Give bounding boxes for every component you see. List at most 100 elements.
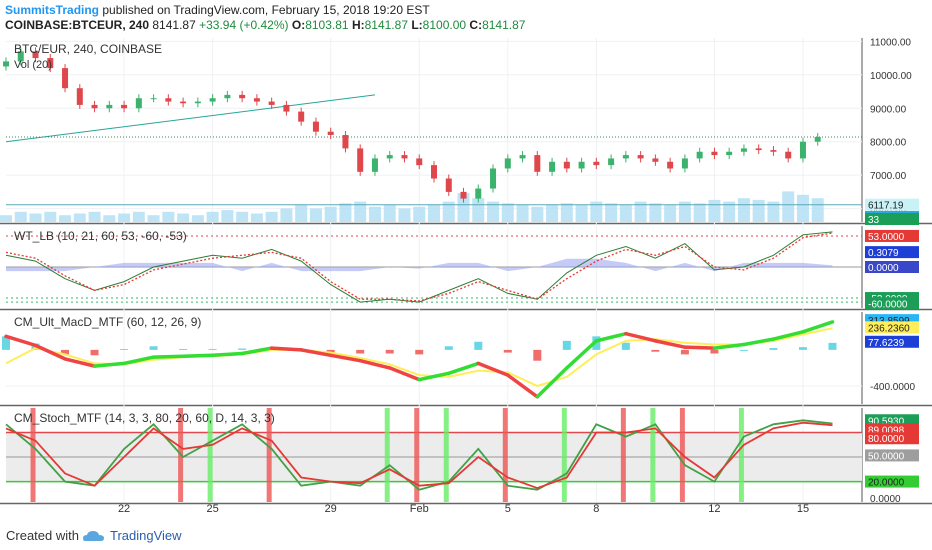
quote-line: COINBASE:BTCEUR, 240 8141.87 +33.94 (+0.… [5,18,525,32]
wt1-line [5,231,833,303]
macd-line-segment [151,354,185,359]
stoch-value-tag: 80.0000 [868,434,905,445]
candle [534,155,541,172]
wt-value-tag: -60.0000 [868,299,908,310]
volume-bar [88,211,101,222]
volume-bar [752,199,765,222]
candle [357,148,364,172]
volume-bar [678,201,691,222]
volume-bar [0,215,12,222]
macd-line-segment [417,371,451,382]
wt-value-tag-bg [865,261,919,273]
macd-line-segment [771,330,805,341]
volume-bar [147,215,160,222]
macd-histogram-bar [651,349,660,352]
macd-line-segment [476,361,510,377]
candle [460,191,467,199]
candle [135,98,142,109]
candle [312,121,319,132]
candle [209,98,216,102]
volume-bar [619,205,632,222]
macd-histogram-bar [385,349,394,354]
stoch-cross-bar [650,408,656,502]
candle [342,135,349,149]
symbol-label: COINBASE:BTCEUR, 240 [5,18,150,32]
stoch-tick-label: 0.0000 [870,494,901,505]
stoch-value-tag-bg [865,432,919,445]
volume-bar [221,210,234,222]
x-tick-label: 15 [797,503,809,515]
stoch-cross-bar [502,408,508,502]
macd-line-segment [299,348,333,358]
volume-bar [206,211,219,222]
volume-bar [737,198,750,222]
macd-histogram-bar [326,349,335,353]
stoch-d-line [5,421,833,490]
macd-line-segment [624,331,658,343]
candle [416,158,423,166]
macd-histogram-bar [415,349,424,355]
macd-value-tag: 236.2360 [868,323,910,334]
macd-histogram-bar [739,349,748,351]
macd-signal-line [5,327,833,388]
candle [91,104,98,109]
stoch-value-tag: 89.0098 [868,425,905,436]
wt-value-tag-bg [865,246,919,259]
candle [578,161,585,169]
stoch-cross-bar [738,408,744,502]
macd-tick-label: -400.0000 [870,382,915,393]
high-value: 8141.87 [364,18,408,32]
macd-line-segment [328,353,362,363]
wt-value-tag-bg [865,297,919,310]
volume-bar [354,201,367,222]
macd-line-segment [4,334,38,348]
candle [740,148,747,152]
candle [224,94,231,99]
volume-bar [708,199,721,222]
candle [667,161,674,169]
volume-bar [118,213,131,222]
candle [785,151,792,159]
candle [180,101,187,104]
wt-value-tag: 0.0000 [868,263,899,274]
macd-line-segment [594,331,628,343]
volume-bar [324,206,337,222]
candle [637,155,644,159]
pane-bg-0 [0,38,932,222]
macd-histogram-bar [798,347,807,350]
macd-histogram-bar [533,349,542,361]
macd-line-segment [535,366,569,399]
macd-histogram-bar [149,346,158,350]
macd-line-segment [447,361,481,376]
candle [32,51,39,59]
macd-line-segment [358,358,392,370]
macd-histogram-bar [769,348,778,350]
macd-histogram-bar [61,349,70,355]
candle [475,188,482,199]
volume-bar [501,203,514,222]
candle [3,61,9,67]
volume-bar [191,215,204,222]
price-chart[interactable]: 11000.0010000.009000.008000.007000.00600… [0,36,932,520]
candle [814,136,821,142]
wt2-line [5,232,833,302]
volume-bar [472,198,485,222]
stoch-cross-bar [266,408,272,502]
candle [799,141,806,159]
volume-bar [664,205,677,222]
x-tick-label: 8 [593,503,599,515]
macd-histogram-bar [444,346,453,350]
candle [371,158,378,172]
volume-bar [428,205,440,222]
candle [770,150,777,152]
tradingview-brand[interactable]: TradingView [110,528,182,543]
stoch-cross-bar [30,408,36,502]
macd-line-segment [712,342,746,350]
macd-histogram-bar [208,348,217,350]
volume-bar [177,213,190,222]
macd-line-segment [565,339,599,370]
macd-pane-title: CM_Ult_MacD_MTF (60, 12, 26, 9) [14,315,201,329]
volume-bar [280,208,293,222]
author-link[interactable]: SummitsTrading [5,3,100,17]
macd-histogram-bar [828,342,837,350]
